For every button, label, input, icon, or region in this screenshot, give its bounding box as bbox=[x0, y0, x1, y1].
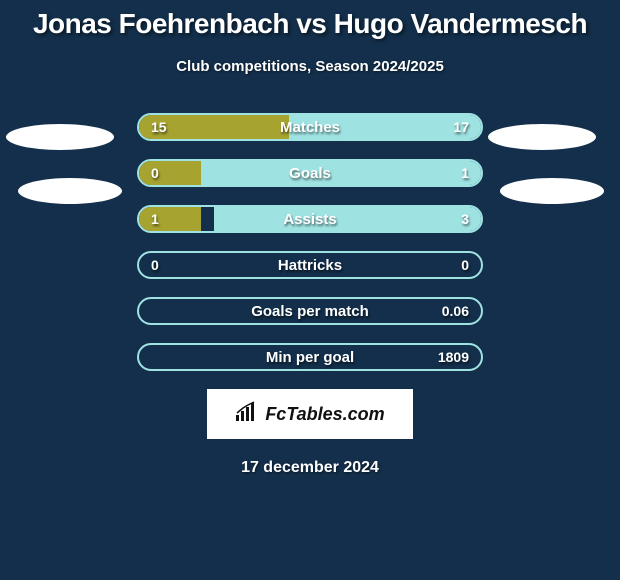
stat-value-right: 1 bbox=[461, 161, 469, 185]
team-badge-placeholder bbox=[6, 124, 114, 150]
stat-row: 13Assists bbox=[137, 205, 483, 233]
team-badge-placeholder bbox=[18, 178, 122, 204]
logo-text: FcTables.com bbox=[265, 404, 384, 425]
stat-value-right: 0 bbox=[461, 253, 469, 277]
stat-label: Min per goal bbox=[139, 345, 481, 369]
stat-value-left: 1 bbox=[151, 207, 159, 231]
stats-comparison: 1517Matches01Goals13Assists00Hattricks0.… bbox=[137, 113, 483, 371]
stat-value-left: 0 bbox=[151, 161, 159, 185]
stat-value-right: 3 bbox=[461, 207, 469, 231]
stat-value-right: 0.06 bbox=[442, 299, 469, 323]
stat-row: 1517Matches bbox=[137, 113, 483, 141]
stat-value-left: 15 bbox=[151, 115, 167, 139]
stat-bar-left bbox=[139, 207, 201, 231]
stat-value-left: 0 bbox=[151, 253, 159, 277]
comparison-title: Jonas Foehrenbach vs Hugo Vandermesch bbox=[0, 0, 620, 40]
stat-bar-left bbox=[139, 161, 201, 185]
logo-chart-icon bbox=[235, 401, 259, 428]
stat-bar-right bbox=[201, 161, 481, 185]
stat-value-right: 17 bbox=[453, 115, 469, 139]
comparison-subtitle: Club competitions, Season 2024/2025 bbox=[0, 58, 620, 75]
team-badge-placeholder bbox=[488, 124, 596, 150]
site-logo: FcTables.com bbox=[207, 389, 413, 439]
stat-bar-right bbox=[214, 207, 481, 231]
stat-row: 0 0Hattricks bbox=[137, 251, 483, 279]
stat-row: 1809Min per goal bbox=[137, 343, 483, 371]
stat-row: 01Goals bbox=[137, 159, 483, 187]
stat-value-right: 1809 bbox=[438, 345, 469, 369]
team-badge-placeholder bbox=[500, 178, 604, 204]
stat-row: 0.06Goals per match bbox=[137, 297, 483, 325]
stat-label: Goals per match bbox=[139, 299, 481, 323]
snapshot-date: 17 december 2024 bbox=[0, 459, 620, 477]
stat-label: Hattricks bbox=[139, 253, 481, 277]
